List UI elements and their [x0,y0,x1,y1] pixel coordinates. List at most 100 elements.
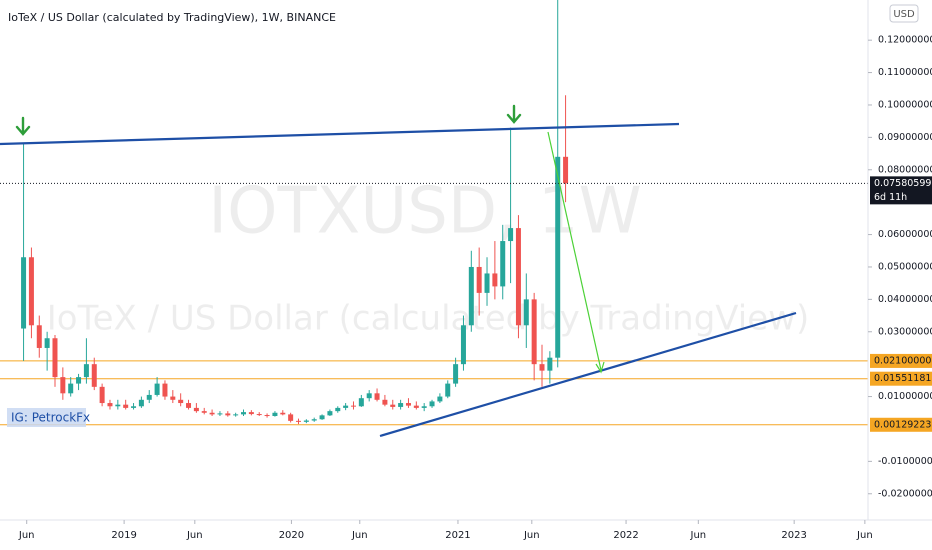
candle-body [539,364,545,371]
candle-body [28,257,34,326]
annotation: IG: PetrockFx [11,411,90,425]
currency-badge[interactable] [889,4,919,23]
candle-body [217,413,223,415]
candle-body [515,228,521,326]
candle-body [178,399,184,404]
candle-body [76,377,82,384]
candle-body [225,413,231,416]
candle-body [146,394,152,400]
candle-body [44,338,50,348]
candle-body [468,266,474,326]
candle-body [429,401,435,407]
y-tick-label: 0.03000000 [878,326,932,337]
candle-body [83,364,89,378]
candle-body [382,399,388,405]
candle-body [437,396,443,402]
candle-body [413,405,419,408]
candle-body [138,399,144,407]
candle-body [303,420,309,422]
candle-body [476,266,482,293]
x-tick-label: Jun [523,530,540,541]
candle-body [99,386,105,404]
candle-body [162,383,168,397]
last-price-label: 0.07580599 [874,178,931,189]
arrow-down [15,116,31,136]
level-label: 0.02100000 [874,355,931,366]
candle-body [523,299,529,326]
level-label-box [870,417,932,432]
currency: USD [893,9,915,20]
plot-area [0,0,868,426]
candle-body [421,406,427,408]
candle-body [500,241,506,287]
x-tick-label: 2021 [445,530,470,541]
y-tick-label: 0.01000000 [878,391,932,402]
level-label: 0.01551181 [874,373,931,384]
candle-body [555,156,561,358]
support-line [379,311,797,438]
y-tick-label: 0.04000000 [878,294,932,305]
axis-group: 0.12000000 0.11000000 0.10000000 0.09000000… [18,35,932,541]
watermark: IOTXUSD, 1W [208,175,642,249]
level-label: 0.00129223 [874,419,931,430]
candle-body [508,228,514,242]
candle-body [390,404,396,407]
candle-body [288,414,294,421]
candle-body [123,404,129,408]
candle-body [319,415,325,420]
candle-body [91,364,97,387]
arrow-down [506,104,522,124]
candle-body [280,412,286,415]
candle-body [233,414,239,416]
candle-body [327,411,333,416]
y-tick-label: 0.12000000 [878,35,932,46]
watermark-group: IOTXUSD, 1W IoTeX / US Dollar (calculate… [47,175,809,339]
candle-body [36,325,42,348]
candle-body [350,405,356,407]
candle-body [60,377,66,394]
candle-body [492,273,498,287]
candle-body [21,257,27,329]
y-tick-label: 0.06000000 [878,229,932,240]
watermark-subtitle: IoTeX / US Dollar (calculated by Trading… [47,299,809,339]
y-tick-label: -0.01000000 [878,456,932,467]
candle-body [405,403,411,406]
candle-body [311,419,317,421]
candle-body [264,415,270,417]
annotation-box [7,408,86,427]
candle-body [358,398,364,407]
y-tick-label: -0.02000000 [878,488,932,499]
candle-body [186,403,192,408]
candle-body [453,364,459,384]
candle-body [241,412,247,415]
x-tick-label: Jun [18,530,35,541]
candle-body [484,273,490,293]
y-tick-label: 0.09000000 [878,132,932,143]
chart-title: IoTeX / US Dollar (calculated by Trading… [8,11,336,24]
candle-body [531,299,537,365]
x-tick-label: 2020 [279,530,304,541]
y-tick-label: 0.05000000 [878,261,932,272]
candle-body [398,403,404,407]
candle-body [445,383,451,397]
y-tick-label: 0.10000000 [878,99,932,110]
candle-body [343,405,349,408]
candle-body [131,406,137,408]
candle-body [295,420,301,422]
projection-arrowhead [595,361,605,374]
level-label-box [870,371,932,386]
x-tick-label: Jun [690,530,707,541]
level-label-box [870,353,932,368]
candle-body [68,383,74,394]
candle-body [115,404,121,407]
candle-body [335,407,341,412]
projection-line [547,131,602,371]
candle-body [209,412,215,415]
candle-body [107,403,113,407]
last-price-box [870,176,932,205]
resistance-line [0,122,680,146]
candle-body [563,156,569,184]
candle-body [547,357,553,371]
candle-body [193,407,199,412]
x-tick-label: Jun [351,530,368,541]
